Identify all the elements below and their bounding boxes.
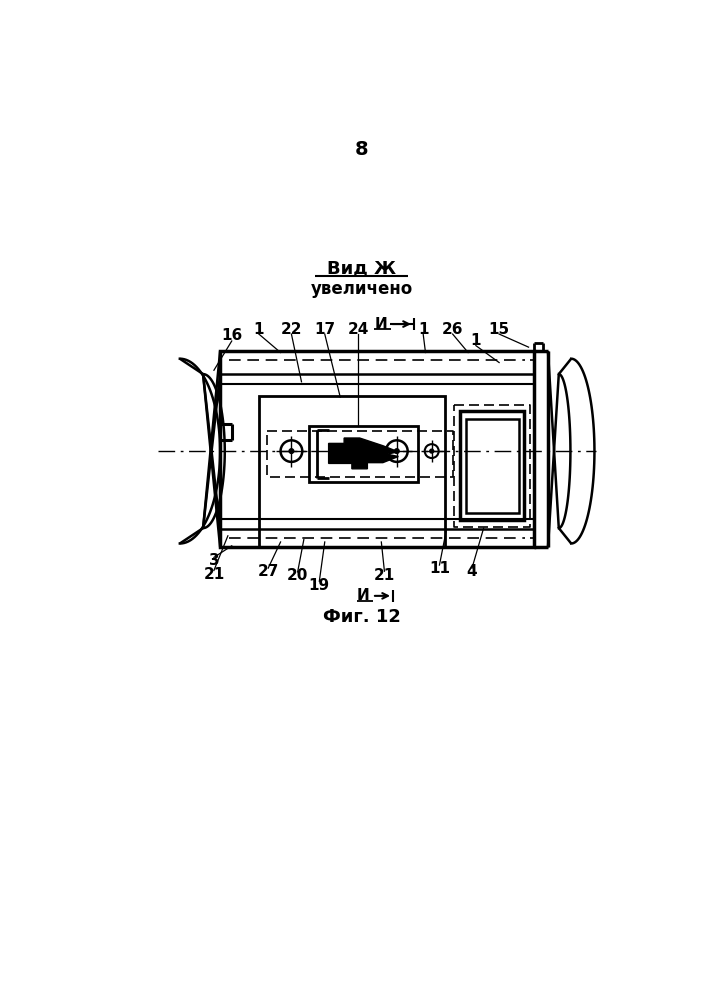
Text: 1: 1: [418, 322, 428, 337]
Text: 15: 15: [489, 322, 510, 337]
Text: 16: 16: [221, 328, 243, 343]
Text: 20: 20: [287, 568, 308, 583]
Text: И: И: [374, 317, 387, 332]
Bar: [259, 396, 445, 547]
Circle shape: [289, 449, 293, 453]
Bar: [460, 411, 524, 520]
Text: 21: 21: [374, 568, 395, 583]
Text: 3: 3: [209, 553, 219, 568]
Text: 22: 22: [281, 322, 302, 337]
Text: 21: 21: [204, 567, 225, 582]
Circle shape: [430, 449, 433, 453]
Text: Вид Ж: Вид Ж: [327, 260, 397, 278]
Bar: [466, 419, 518, 513]
Text: 19: 19: [309, 578, 330, 593]
Text: 8: 8: [355, 140, 369, 159]
Text: Фиг. 12: Фиг. 12: [323, 608, 401, 626]
Bar: [309, 426, 418, 482]
Text: 26: 26: [442, 322, 463, 337]
Bar: [220, 351, 534, 547]
Text: 1: 1: [471, 333, 481, 348]
Text: 24: 24: [347, 322, 369, 337]
Text: И: И: [356, 588, 369, 603]
Text: увеличено: увеличено: [311, 280, 413, 298]
Circle shape: [395, 449, 399, 453]
Text: 4: 4: [467, 564, 477, 579]
Text: 11: 11: [429, 561, 450, 576]
Text: 27: 27: [257, 564, 279, 579]
Polygon shape: [329, 438, 398, 469]
Text: 17: 17: [314, 322, 335, 337]
Text: 1: 1: [254, 322, 264, 337]
